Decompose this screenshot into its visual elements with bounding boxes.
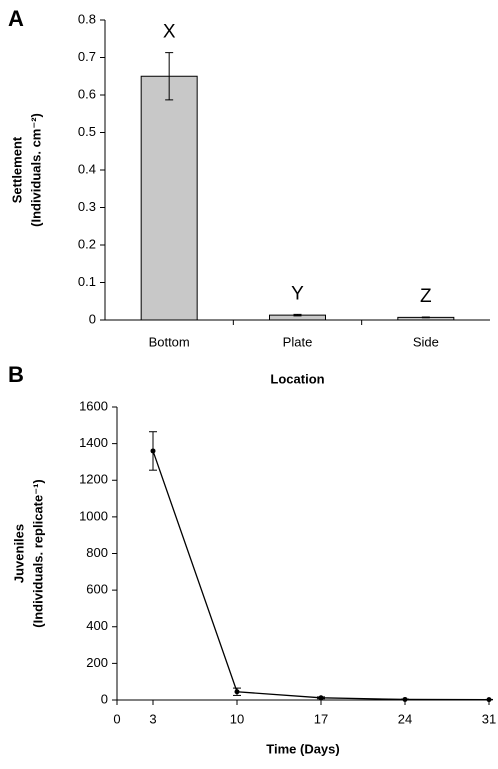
y-tick-label: 0.2 bbox=[78, 236, 96, 251]
marker bbox=[318, 695, 324, 701]
y-axis-label: Settlement bbox=[9, 136, 24, 203]
y-tick-label: 1600 bbox=[79, 398, 108, 413]
x-axis-label: Location bbox=[270, 371, 324, 386]
y-axis-label: Juveniles bbox=[11, 524, 26, 583]
y-tick-label: 0 bbox=[89, 311, 96, 326]
x-tick-label: 10 bbox=[230, 711, 244, 726]
y-tick-label: 0.3 bbox=[78, 199, 96, 214]
x-tick-label: Side bbox=[413, 334, 439, 349]
annotation: Y bbox=[291, 283, 304, 304]
y-tick-label: 0.6 bbox=[78, 86, 96, 101]
y-axis-label: (Individuals. replicate⁻¹) bbox=[30, 479, 45, 627]
x-tick-label: Bottom bbox=[149, 334, 190, 349]
error-bar bbox=[165, 52, 174, 101]
y-tick-label: 1400 bbox=[79, 435, 108, 450]
x-tick-label: 17 bbox=[314, 711, 328, 726]
x-tick-label: 24 bbox=[398, 711, 412, 726]
y-axis-label: (Individuals. cm⁻²) bbox=[28, 113, 43, 227]
marker bbox=[402, 696, 408, 702]
panel-label: B bbox=[8, 362, 24, 387]
y-tick-label: 0 bbox=[101, 691, 108, 706]
line bbox=[152, 450, 490, 701]
annotation: Z bbox=[420, 286, 432, 307]
x-tick-label: 0 bbox=[113, 711, 120, 726]
x-tick-label: Plate bbox=[283, 334, 313, 349]
y-tick-label: 0.7 bbox=[78, 49, 96, 64]
y-tick-label: 200 bbox=[86, 655, 108, 670]
panel-label: A bbox=[8, 6, 24, 31]
error-bar bbox=[421, 316, 430, 319]
annotation: X bbox=[163, 22, 176, 43]
marker bbox=[150, 448, 156, 454]
marker bbox=[486, 697, 492, 703]
x-tick-label: 31 bbox=[482, 711, 496, 726]
bar bbox=[140, 75, 198, 321]
y-tick-label: 600 bbox=[86, 582, 108, 597]
y-tick-label: 0.5 bbox=[78, 124, 96, 139]
error-bar bbox=[293, 313, 302, 317]
x-axis-label: Time (Days) bbox=[266, 741, 339, 756]
y-tick-label: 0.1 bbox=[78, 274, 96, 289]
y-tick-label: 1200 bbox=[79, 472, 108, 487]
y-tick-label: 0.8 bbox=[78, 11, 96, 26]
y-tick-label: 1000 bbox=[79, 508, 108, 523]
y-tick-label: 400 bbox=[86, 618, 108, 633]
y-tick-label: 0.4 bbox=[78, 161, 96, 176]
y-tick-label: 800 bbox=[86, 545, 108, 560]
x-tick-label: 3 bbox=[149, 711, 156, 726]
marker bbox=[234, 689, 240, 695]
